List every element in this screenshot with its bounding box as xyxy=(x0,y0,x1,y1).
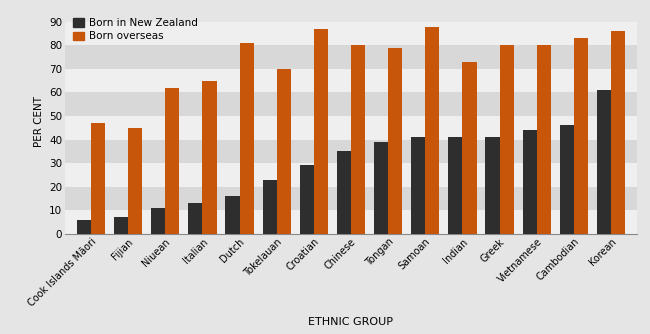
Bar xyxy=(202,81,216,234)
Bar xyxy=(537,45,551,234)
Bar xyxy=(65,210,637,234)
Bar xyxy=(351,45,365,234)
Bar xyxy=(337,151,351,234)
Bar xyxy=(388,48,402,234)
Bar xyxy=(128,128,142,234)
Bar xyxy=(486,137,500,234)
X-axis label: ETHNIC GROUP: ETHNIC GROUP xyxy=(309,317,393,327)
Bar xyxy=(65,93,637,116)
Bar xyxy=(188,203,202,234)
Bar xyxy=(65,22,637,45)
Bar xyxy=(448,137,462,234)
Bar xyxy=(77,220,91,234)
Bar xyxy=(151,208,165,234)
Y-axis label: PER CENT: PER CENT xyxy=(34,97,44,147)
Legend: Born in New Zealand, Born overseas: Born in New Zealand, Born overseas xyxy=(70,15,201,45)
Bar xyxy=(574,38,588,234)
Bar xyxy=(314,29,328,234)
Bar xyxy=(65,187,637,210)
Bar xyxy=(226,196,240,234)
Bar xyxy=(263,180,277,234)
Bar xyxy=(240,43,254,234)
Bar xyxy=(411,137,425,234)
Bar xyxy=(65,116,637,140)
Bar xyxy=(425,26,439,234)
Bar xyxy=(611,31,625,234)
Bar xyxy=(560,126,574,234)
Bar xyxy=(462,62,476,234)
Bar xyxy=(300,165,314,234)
Bar xyxy=(65,45,637,69)
Bar xyxy=(65,163,637,187)
Bar xyxy=(91,123,105,234)
Bar xyxy=(65,69,637,93)
Bar xyxy=(374,142,388,234)
Bar xyxy=(277,69,291,234)
Bar xyxy=(597,90,611,234)
Bar xyxy=(523,130,537,234)
Bar xyxy=(500,45,514,234)
Bar xyxy=(65,140,637,163)
Bar xyxy=(165,88,179,234)
Bar xyxy=(114,217,128,234)
